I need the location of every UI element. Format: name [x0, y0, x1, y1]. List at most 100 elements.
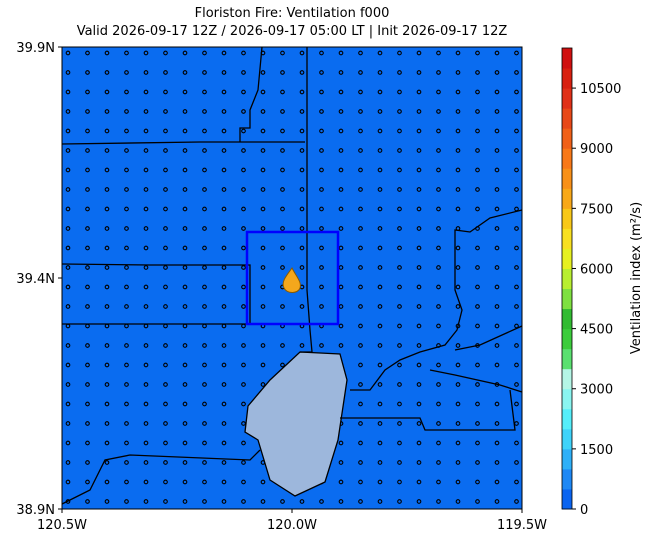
wind-marker [85, 440, 90, 446]
wind-marker [202, 89, 207, 95]
wind-marker [280, 89, 285, 95]
wind-marker [377, 128, 383, 134]
wind-marker [182, 206, 188, 212]
wind-marker [221, 284, 227, 290]
wind-marker [124, 421, 129, 426]
colorbar-frame [561, 47, 573, 510]
wind-marker [104, 382, 110, 387]
wind-marker [104, 499, 110, 504]
wind-marker [182, 421, 188, 426]
wind-marker [475, 421, 480, 426]
wind-marker [416, 226, 422, 231]
wind-marker [143, 70, 149, 75]
wind-marker [299, 343, 305, 348]
wind-marker [397, 362, 402, 368]
wind-marker [436, 499, 441, 504]
wind-marker [358, 401, 363, 407]
wind-marker [455, 460, 461, 465]
wind-marker [163, 70, 168, 75]
wind-marker [494, 187, 500, 192]
wind-marker [104, 401, 110, 407]
wind-marker [397, 421, 402, 426]
wind-marker [241, 167, 246, 173]
wind-marker [299, 245, 305, 251]
wind-marker [494, 343, 500, 348]
wind-marker [163, 343, 168, 348]
wind-marker [338, 226, 344, 231]
wind-marker [280, 128, 285, 134]
wind-marker [221, 304, 227, 309]
wind-marker [319, 343, 324, 348]
wind-marker [416, 89, 422, 95]
wind-marker [221, 226, 227, 231]
wind-marker [397, 460, 402, 465]
x-tick-label: 120.0W [267, 518, 317, 533]
wind-marker [436, 50, 441, 56]
wind-marker [397, 284, 402, 290]
wind-marker [514, 148, 519, 153]
wind-marker [124, 109, 129, 114]
wind-marker [338, 343, 344, 348]
wind-marker [377, 245, 383, 251]
wind-marker [494, 70, 500, 75]
wind-marker [494, 148, 500, 153]
colorbar-band [562, 328, 572, 350]
wind-marker [104, 70, 110, 75]
wind-marker [124, 70, 129, 75]
wind-marker [221, 440, 227, 446]
wind-marker [397, 343, 402, 348]
wind-marker [475, 382, 480, 387]
wind-marker [65, 70, 71, 75]
wind-marker [65, 89, 71, 95]
wind-marker [241, 50, 246, 56]
wind-marker [85, 421, 90, 426]
wind-marker [202, 167, 207, 173]
wind-marker [338, 323, 344, 329]
wind-marker [436, 187, 441, 192]
colorbar-band [562, 128, 572, 149]
wind-marker [182, 187, 188, 192]
wind-marker [494, 50, 500, 56]
wind-marker [358, 148, 363, 153]
wind-marker [475, 70, 480, 75]
wind-marker [104, 284, 110, 290]
wind-marker [416, 265, 422, 270]
wind-marker [124, 401, 129, 407]
wind-marker [358, 362, 363, 368]
wind-marker [280, 50, 285, 56]
wind-marker [319, 499, 324, 504]
wind-marker [455, 109, 461, 114]
wind-marker [104, 148, 110, 153]
wind-marker [475, 265, 480, 270]
wind-marker [455, 128, 461, 134]
wind-marker [319, 167, 324, 173]
wind-marker [241, 421, 246, 426]
wind-marker [299, 187, 305, 192]
wind-marker [260, 187, 266, 192]
colorbar-band [562, 148, 572, 169]
wind-marker [455, 362, 461, 368]
wind-marker [494, 499, 500, 504]
wind-marker [358, 499, 363, 504]
wind-marker [436, 479, 441, 485]
wind-marker [104, 206, 110, 212]
wind-marker [358, 304, 363, 309]
wind-marker [377, 284, 383, 290]
wind-marker [143, 382, 149, 387]
wind-marker [338, 89, 344, 95]
wind-marker [221, 89, 227, 95]
colorbar-band [562, 408, 572, 430]
wind-marker [143, 343, 149, 348]
wind-marker [65, 128, 71, 134]
wind-marker [163, 245, 168, 251]
wind-marker [475, 187, 480, 192]
wind-marker [221, 128, 227, 134]
colorbar-band [562, 388, 572, 410]
colorbar-band [562, 208, 572, 229]
wind-marker [260, 70, 266, 75]
wind-marker [514, 226, 519, 231]
wind-marker [455, 440, 461, 446]
wind-marker [416, 460, 422, 465]
wind-marker [182, 479, 188, 485]
wind-marker [85, 401, 90, 407]
